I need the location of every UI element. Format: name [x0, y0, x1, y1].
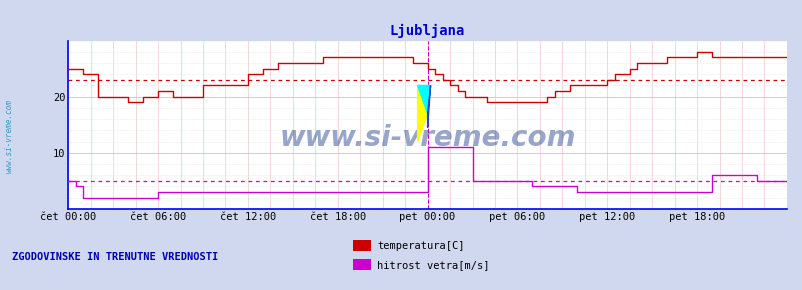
Polygon shape [417, 86, 430, 113]
Text: ZGODOVINSKE IN TRENUTNE VREDNOSTI: ZGODOVINSKE IN TRENUTNE VREDNOSTI [12, 252, 218, 262]
Title: Ljubljana: Ljubljana [390, 24, 464, 38]
Text: www.si-vreme.com: www.si-vreme.com [279, 124, 575, 152]
Text: temperatura[C]: temperatura[C] [377, 241, 464, 251]
Text: hitrost vetra[m/s]: hitrost vetra[m/s] [377, 260, 489, 270]
Text: www.si-vreme.com: www.si-vreme.com [5, 99, 14, 173]
Polygon shape [427, 86, 430, 128]
Polygon shape [417, 86, 427, 142]
